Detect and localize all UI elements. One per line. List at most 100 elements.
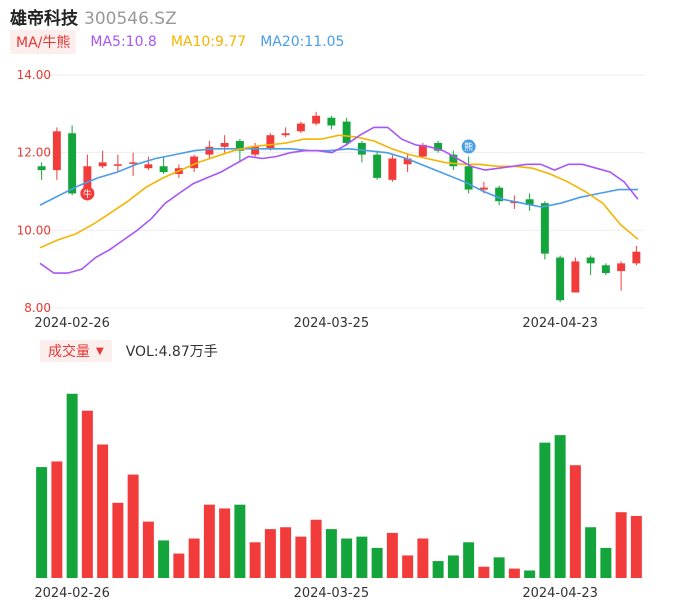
price-tick-label: 10.00 [17,223,51,237]
marker-label: 牛 [83,188,92,200]
candle-body [617,263,626,272]
volume-bar [280,527,292,578]
volume-bar [615,512,627,578]
candle-body [388,158,397,180]
volume-bar [127,474,139,578]
volume-bar [585,527,597,578]
price-tick-label: 8.00 [24,301,51,315]
caret-down-icon: ▼ [96,345,104,357]
volume-bar [97,444,109,578]
stock-name: 雄帝科技 [10,9,78,29]
marker-label: 熊 [464,141,473,153]
candle-body [159,166,168,173]
volume-bar [142,521,154,578]
volume-x-tick-label: 2024-04-23 [522,586,598,601]
candle-body [464,166,473,190]
candle-body [601,265,610,274]
volume-bar [203,504,215,578]
marker-badge-icon [461,139,476,154]
price-tick-label: 14.00 [17,68,51,82]
candle-body [83,166,92,190]
volume-bar [402,555,414,578]
volume-value-label: VOL:4.87万手 [125,344,218,360]
candle-body [266,135,275,149]
candle-body [190,156,199,169]
candle-body [449,154,458,167]
volume-bar [630,515,642,578]
stock-header: 雄帝科技 300546.SZ [10,4,177,29]
ma10-legend-label: MA10:9.77 [170,34,247,50]
volume-x-tick-label: 2024-02-26 [34,586,110,601]
candle-body [540,203,549,254]
volume-bar [539,442,551,578]
volume-bar [173,553,185,578]
volume-bar [600,547,612,578]
ma-legend: MA/牛熊 MA5:10.8 MA10:9.77 MA20:11.05 [10,30,344,54]
candle-body [235,141,244,151]
ma10-line [39,134,639,249]
candle-body [52,131,61,171]
volume-bar [493,557,505,578]
volume-bar [112,502,124,578]
volume-bar [447,555,459,578]
stock-code: 300546.SZ [84,9,177,29]
volume-bar [478,566,490,578]
volume-bar [36,467,48,578]
volume-bar [432,561,444,578]
candle-body [37,166,46,171]
volume-bar [524,570,536,578]
candle-body [68,133,77,194]
ma5-line [39,126,639,274]
candle-body [144,164,153,169]
candle-body [434,142,443,151]
volume-bar [234,504,246,578]
marker-badge-icon [80,186,95,201]
candle-body [205,146,214,155]
candle-body [113,164,122,166]
volume-bar [371,547,383,578]
candle-body [479,187,488,190]
volume-bar [310,519,322,578]
volume-bar [325,529,337,578]
candle-body [342,121,351,143]
volume-legend: 成交量 ▼ VOL:4.87万手 [40,340,218,362]
volume-bar [219,508,231,578]
volume-toggle-button[interactable]: 成交量 ▼ [40,340,112,362]
candle-body [129,162,138,164]
candle-body [251,146,260,155]
volume-bar [264,529,276,578]
candle-body [403,158,412,165]
volume-bar [554,435,566,578]
candle-body [495,187,504,202]
volume-bar [66,393,78,578]
price-x-tick-label: 2024-02-26 [34,316,110,331]
volume-bar [188,538,200,578]
volume-bar [51,461,63,578]
volume-bar [386,532,398,578]
ma20-legend-label: MA20:11.05 [260,34,345,50]
volume-bar [508,568,520,578]
ma5-legend-label: MA5:10.8 [90,34,157,50]
price-x-tick-label: 2024-03-25 [294,316,370,331]
volume-toggle-label: 成交量 [48,344,90,360]
candle-body [312,115,321,124]
volume-bar [249,542,261,578]
candle-body [327,117,336,126]
volume-bar [341,538,353,578]
candle-body [220,142,229,147]
volume-bar [463,542,475,578]
volume-bar [356,536,368,578]
volume-bar [569,465,581,578]
candle-body [98,162,107,167]
ma-toggle-button[interactable]: MA/牛熊 [10,30,77,54]
ma20-line [39,147,638,208]
candle-body [373,154,382,178]
candle-body [525,199,534,206]
candle-body [556,257,565,301]
candle-body [632,251,641,264]
candle-body [296,123,305,132]
candle-body [586,257,595,264]
price-tick-label: 12.00 [17,146,51,160]
volume-bar [81,410,93,578]
